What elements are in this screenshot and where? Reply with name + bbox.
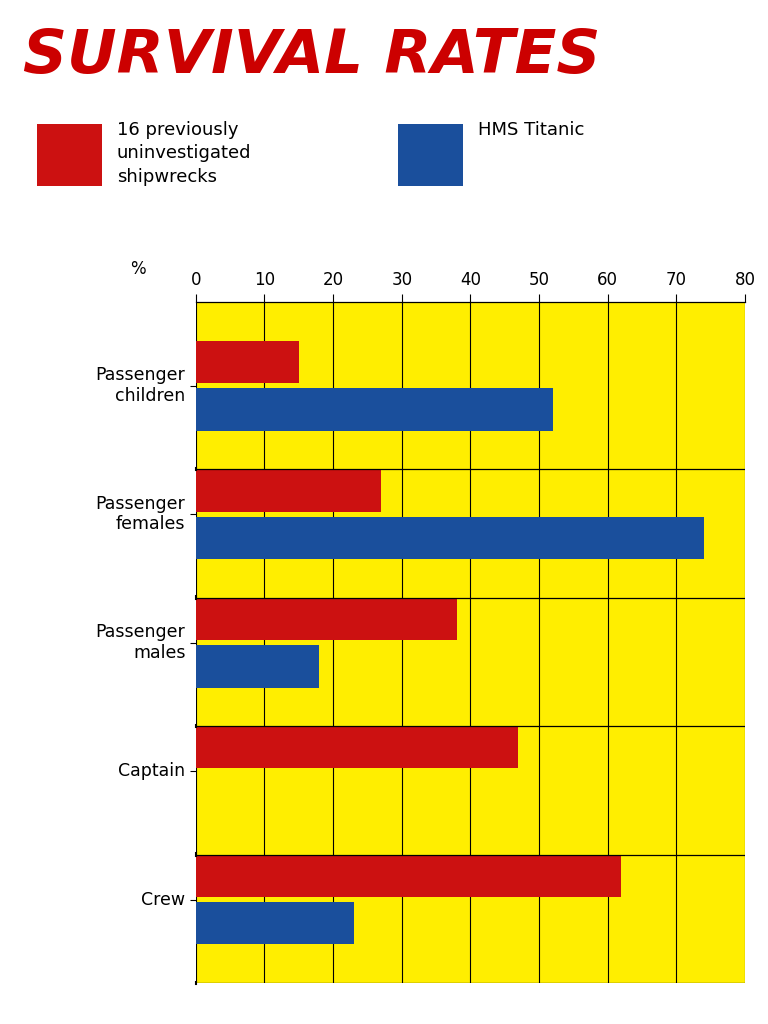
Bar xyxy=(196,341,299,383)
Bar xyxy=(196,726,518,768)
Text: SURVIVAL RATES: SURVIVAL RATES xyxy=(23,27,601,86)
Bar xyxy=(196,469,381,512)
Bar xyxy=(196,598,457,640)
Bar xyxy=(196,388,553,430)
Bar xyxy=(196,855,621,897)
Bar xyxy=(399,124,463,186)
Bar xyxy=(38,124,102,186)
Text: %: % xyxy=(130,260,146,279)
Bar xyxy=(196,517,703,559)
Bar xyxy=(196,645,319,687)
Bar xyxy=(196,902,354,944)
Text: 16 previously
uninvestigated
shipwrecks: 16 previously uninvestigated shipwrecks xyxy=(117,121,251,186)
Text: HMS Titanic: HMS Titanic xyxy=(478,121,584,139)
